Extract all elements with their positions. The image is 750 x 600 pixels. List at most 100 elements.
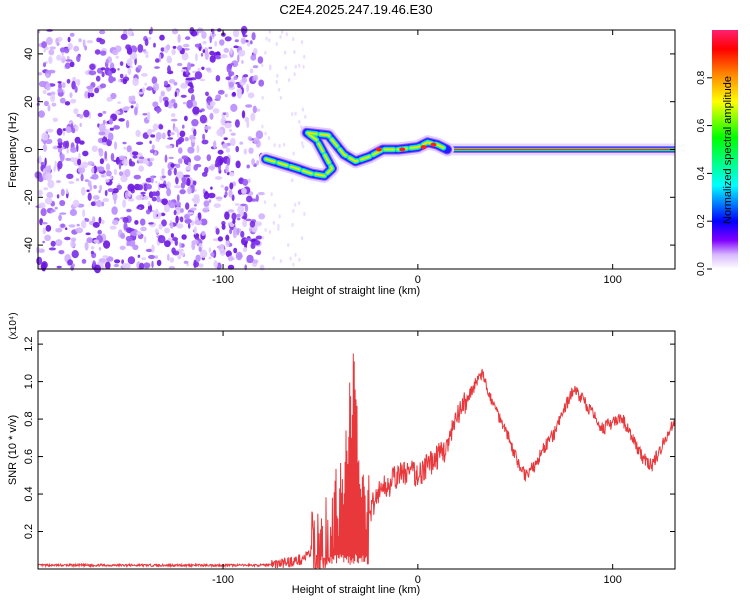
heatmap-noise-cell	[203, 200, 210, 208]
heatmap-noise-cell	[200, 52, 204, 57]
heatmap-noise-cell	[139, 262, 145, 270]
heatmap-noise-cell	[112, 49, 119, 56]
heatmap-noise-cell	[115, 156, 120, 165]
heatmap-noise-cell	[126, 208, 132, 213]
heatmap-noise-cell	[241, 216, 247, 220]
heatmap-noise-cell	[48, 69, 56, 74]
heatmap-noise-cell	[123, 146, 127, 150]
heatmap-noise-cell	[158, 124, 164, 130]
heatmap-noise-cell	[250, 242, 256, 249]
heatmap-noise-cell	[192, 180, 197, 186]
heatmap-noise-cell	[139, 218, 146, 226]
heatmap-noise-cell	[304, 114, 307, 119]
heatmap-noise-cell	[128, 95, 132, 104]
heatmap-noise-cell	[217, 89, 225, 95]
heatmap-noise-cell	[171, 98, 176, 104]
heatmap-noise-cell	[92, 221, 100, 228]
heatmap-noise-cell	[42, 227, 47, 235]
heatmap-noise-cell	[44, 234, 51, 241]
heatmap-noise-cell	[264, 228, 267, 232]
heatmap-noise-cell	[187, 146, 195, 154]
heatmap-noise-cell	[184, 137, 189, 142]
heatmap-noise-cell	[192, 106, 200, 115]
heatmap-noise-cell	[154, 255, 158, 259]
heatmap-noise-cell	[42, 144, 48, 152]
heatmap-noise-cell	[45, 128, 54, 133]
heatmap-noise-cell	[142, 113, 148, 116]
heatmap-noise-cell	[94, 49, 101, 55]
heatmap-noise-cell	[106, 170, 112, 177]
heatmap-noise-cell	[60, 55, 66, 64]
heatmap-noise-cell	[170, 222, 174, 229]
heatmap-noise-cell	[261, 235, 264, 240]
heatmap-noise-cell	[300, 124, 303, 129]
heatmap-noise-cell	[147, 128, 153, 136]
heatmap-noise-cell	[38, 202, 46, 209]
heatmap-ridge-curve-5	[265, 132, 448, 177]
heatmap-noise-cell	[172, 237, 179, 242]
heatmap-noise-cell	[67, 259, 73, 266]
heatmap-noise-cell	[137, 44, 144, 53]
heatmap-noise-cell	[230, 62, 235, 66]
snr-xtick-label-0: -100	[212, 574, 234, 586]
heatmap-noise-cell	[161, 168, 165, 176]
heatmap-noise-cell	[179, 216, 184, 223]
heatmap-noise-cell	[118, 155, 126, 161]
heatmap-noise-cell	[173, 185, 182, 189]
heatmap-noise-cell	[70, 146, 77, 153]
heatmap-noise-cell	[44, 197, 53, 205]
heatmap-noise-cell	[135, 195, 144, 201]
heatmap-noise-cell	[224, 36, 232, 42]
heatmap-noise-cell	[223, 137, 228, 141]
heatmap-noise-cell	[298, 257, 301, 262]
heatmap-noise-cell	[144, 82, 147, 86]
heatmap-noise-cell	[291, 178, 294, 183]
heatmap-noise-cell	[292, 151, 295, 156]
heatmap-noise-cell	[184, 218, 192, 224]
heatmap-noise-cell	[237, 54, 240, 63]
heatmap-noise-cell	[44, 47, 49, 50]
heatmap-noise-cell	[110, 92, 117, 100]
heatmap-noise-cell	[243, 148, 247, 155]
heatmap-noise-cell	[151, 144, 155, 150]
heatmap-noise-cell	[114, 141, 117, 150]
heatmap-noise-cell	[151, 260, 154, 268]
heatmap-noise-cell	[86, 40, 93, 44]
heatmap-noise-cell	[291, 112, 294, 117]
heatmap-noise-cell	[142, 195, 149, 200]
heatmap-noise-cell	[138, 156, 145, 160]
heatmap-noise-cell	[150, 134, 156, 138]
heatmap-noise-cell	[119, 61, 124, 66]
heatmap-ytick-label-3: 20	[23, 96, 35, 108]
heatmap-noise-cell	[206, 154, 212, 162]
heatmap-noise-cell	[98, 131, 106, 136]
heatmap-noise-cell	[79, 114, 84, 119]
heatmap-noise-cell	[128, 239, 136, 247]
heatmap-noise-cell	[118, 161, 122, 170]
heatmap-noise-cell	[161, 198, 168, 205]
heatmap-noise-cell	[122, 217, 129, 224]
heatmap-noise-cell	[174, 239, 178, 246]
heatmap-noise-cell	[47, 104, 51, 112]
heatmap-noise-cell	[292, 209, 295, 213]
heatmap-noise-cell	[303, 54, 306, 59]
heatmap-noise-cell	[228, 128, 233, 133]
heatmap-noise-cell	[180, 82, 188, 89]
heatmap-noise-cell	[178, 147, 183, 154]
colorbar-tick-label-4: 0.8	[696, 70, 707, 84]
heatmap-noise-cell	[199, 78, 206, 82]
heatmap-noise-cell	[191, 100, 197, 108]
heatmap-noise-cell	[58, 214, 62, 221]
heatmap-noise-cell	[109, 127, 114, 131]
heatmap-noise-cell	[46, 191, 54, 199]
heatmap-noise-cell	[289, 256, 292, 261]
snr-series-line	[37, 353, 676, 569]
heatmap-noise-cell	[285, 32, 288, 37]
heatmap-noise-cell	[101, 174, 105, 178]
heatmap-noise-cell	[166, 187, 172, 197]
heatmap-noise-cell	[215, 75, 221, 82]
heatmap-noise-cell	[91, 166, 95, 174]
heatmap-noise-cell	[194, 219, 202, 226]
heatmap-noise-cell	[184, 115, 188, 122]
heatmap-noise-cell	[66, 148, 69, 154]
